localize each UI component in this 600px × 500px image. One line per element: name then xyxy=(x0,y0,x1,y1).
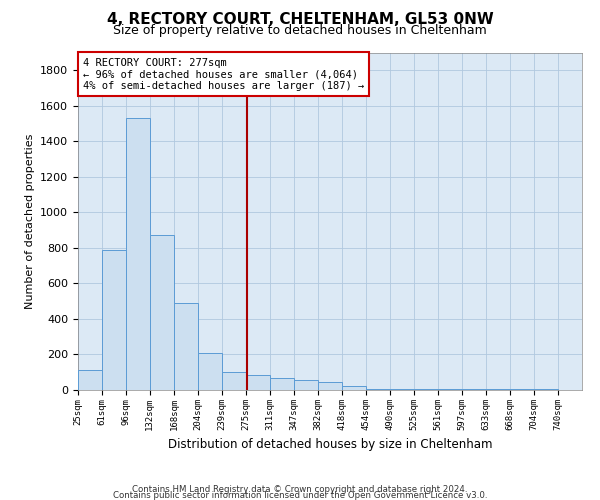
Bar xyxy=(317,382,342,390)
Text: Contains HM Land Registry data © Crown copyright and database right 2024.: Contains HM Land Registry data © Crown c… xyxy=(132,485,468,494)
Bar xyxy=(102,250,125,390)
Y-axis label: Number of detached properties: Number of detached properties xyxy=(25,134,35,309)
Bar xyxy=(270,378,294,390)
Bar xyxy=(438,389,462,390)
Text: 4 RECTORY COURT: 277sqm
← 96% of detached houses are smaller (4,064)
4% of semi-: 4 RECTORY COURT: 277sqm ← 96% of detache… xyxy=(83,58,364,91)
Bar xyxy=(246,375,270,390)
Bar xyxy=(198,352,221,390)
Bar xyxy=(221,372,246,390)
Text: 4, RECTORY COURT, CHELTENHAM, GL53 0NW: 4, RECTORY COURT, CHELTENHAM, GL53 0NW xyxy=(107,12,493,28)
Bar xyxy=(366,389,390,390)
Bar xyxy=(342,386,366,390)
Bar xyxy=(125,118,150,390)
Text: Contains public sector information licensed under the Open Government Licence v3: Contains public sector information licen… xyxy=(113,491,487,500)
Text: Size of property relative to detached houses in Cheltenham: Size of property relative to detached ho… xyxy=(113,24,487,37)
X-axis label: Distribution of detached houses by size in Cheltenham: Distribution of detached houses by size … xyxy=(168,438,492,451)
Bar xyxy=(78,370,102,390)
Bar xyxy=(174,303,198,390)
Bar xyxy=(150,236,174,390)
Bar xyxy=(294,380,317,390)
Bar xyxy=(413,389,438,390)
Bar xyxy=(390,389,413,390)
